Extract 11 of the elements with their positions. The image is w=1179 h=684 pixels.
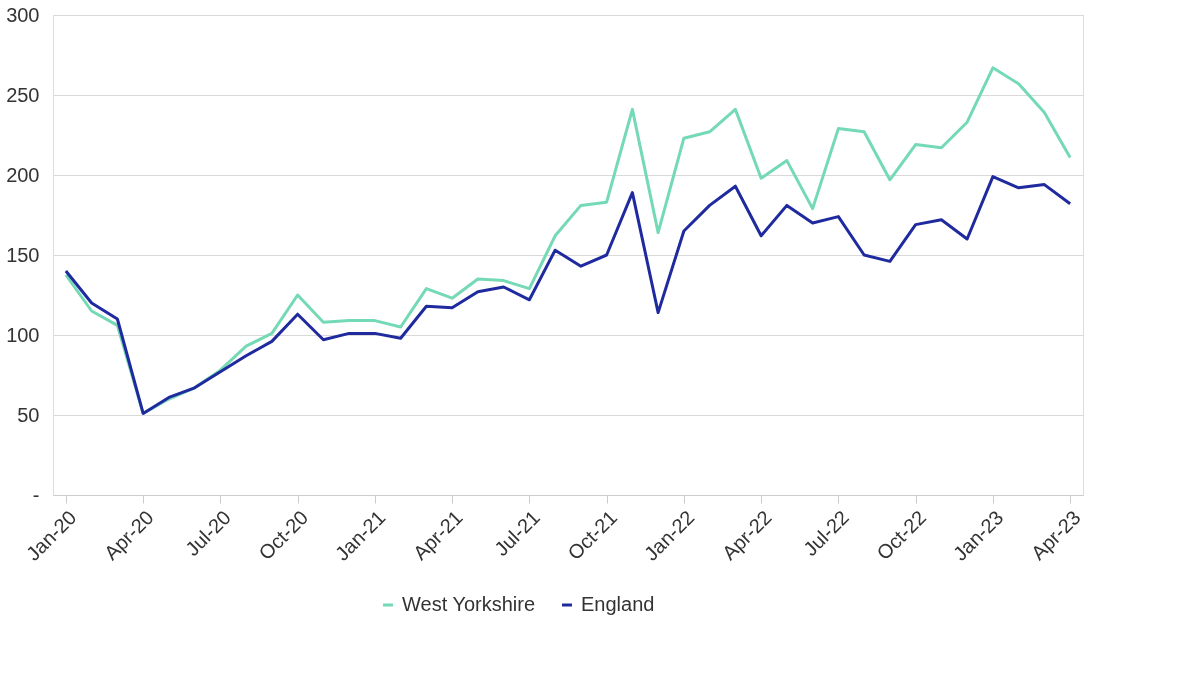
line-series <box>64 66 1072 415</box>
y-tick-label: 200 <box>6 163 40 186</box>
line-series <box>64 175 1072 415</box>
y-tick-label: - <box>32 483 40 506</box>
y-tick-label: 300 <box>6 3 40 26</box>
y-tick-label: 150 <box>6 243 40 266</box>
legend-label: England <box>581 593 655 615</box>
y-tick-label: 50 <box>17 403 40 426</box>
legend-label: West Yorkshire <box>402 593 536 615</box>
y-tick-label: 100 <box>6 323 40 346</box>
y-tick-label: 250 <box>6 83 40 106</box>
